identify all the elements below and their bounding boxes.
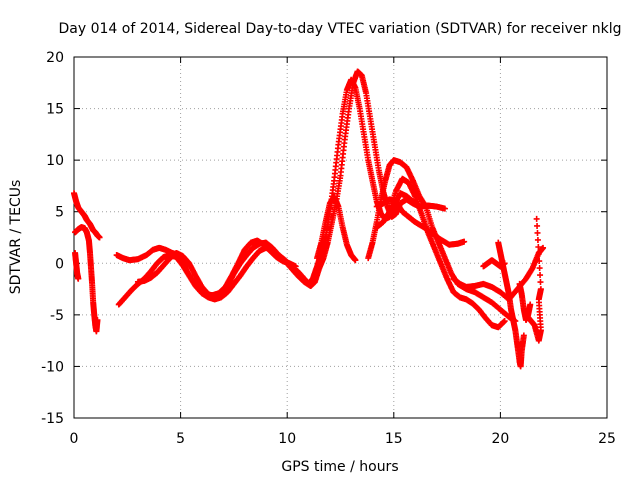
y-tick-label: -10: [41, 359, 64, 375]
series-track-o: [516, 280, 534, 324]
y-tick-label: 20: [46, 50, 64, 66]
data-point: [536, 265, 543, 272]
y-tick-label: -15: [41, 411, 64, 427]
data-point: [537, 279, 544, 286]
series-track-f: [134, 76, 416, 301]
data-point: [537, 272, 544, 279]
data-point: [537, 286, 544, 293]
series-track-b: [72, 224, 101, 335]
y-tick-label: 0: [55, 256, 64, 272]
x-tick-label: 5: [176, 431, 185, 447]
data-point: [534, 222, 541, 229]
data-point: [535, 251, 542, 258]
y-tick-label: -5: [50, 308, 64, 324]
plot-frame: [73, 56, 608, 419]
data-points: [71, 68, 547, 370]
x-tick-label: 15: [385, 431, 403, 447]
data-point: [535, 243, 542, 250]
y-axis-label: SDTVAR / TECUs: [8, 180, 24, 295]
data-point: [533, 215, 540, 222]
data-point: [501, 260, 508, 267]
y-tick-label: 5: [55, 205, 64, 221]
data-point: [501, 318, 508, 325]
x-tick-label: 10: [278, 431, 296, 447]
data-point: [534, 236, 541, 243]
data-point: [461, 238, 468, 245]
series-track-j: [373, 196, 468, 248]
y-tick-label: 15: [46, 102, 64, 118]
data-point: [540, 244, 547, 251]
data-point: [75, 275, 82, 282]
x-tick-labels: 0 5 10 15 20 25: [70, 431, 616, 447]
axis-ticks: [73, 56, 608, 419]
x-axis-label: GPS time / hours: [281, 459, 398, 475]
data-point: [352, 257, 359, 264]
data-point: [534, 229, 541, 236]
x-tick-label: 0: [70, 431, 79, 447]
data-point: [94, 317, 101, 324]
data-point: [527, 301, 534, 308]
series-track-g: [314, 193, 359, 264]
series-track-m: [480, 257, 508, 270]
x-tick-label: 20: [491, 431, 509, 447]
data-point: [96, 234, 103, 241]
chart-title: Day 014 of 2014, Sidereal Day-to-day VTE…: [59, 21, 622, 37]
series-track-l: [495, 239, 527, 370]
data-point: [520, 332, 527, 339]
data-point: [536, 258, 543, 265]
series-track-c: [72, 249, 82, 282]
y-tick-labels: -15 -10 -5 0 5 10 15 20: [41, 50, 64, 427]
data-point: [441, 205, 448, 212]
series-track-a: [71, 190, 103, 241]
y-tick-label: 10: [46, 153, 64, 169]
series-track-n: [522, 215, 544, 344]
x-tick-label: 25: [598, 431, 616, 447]
